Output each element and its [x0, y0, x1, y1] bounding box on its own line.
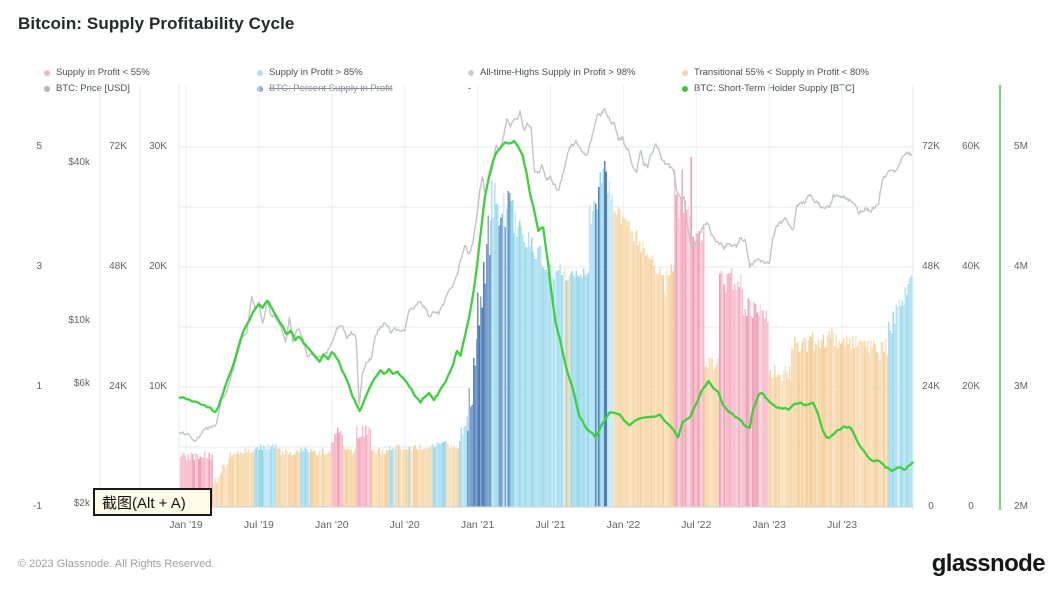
legend-item-1-3[interactable]: BTC: Short-Term Holder Supply [BTC]: [682, 83, 855, 94]
legend-item-label: BTC: Price [USD]: [56, 83, 130, 94]
x-axis-tick: Jul '20: [389, 519, 420, 531]
legend-dot-icon: [468, 69, 474, 76]
legend-item-0-2[interactable]: All-time-Highs Supply in Profit > 98%: [468, 67, 636, 78]
x-axis-tick: Jan '20: [315, 519, 349, 531]
screenshot-tooltip-label: 截图(Alt + A): [102, 494, 186, 512]
legend-item-1-0[interactable]: BTC: Price [USD]: [44, 83, 130, 94]
y-axis-tick-right-72k: 48K: [922, 261, 940, 272]
y-axis-tick-cycle-index: 3: [36, 261, 42, 272]
x-axis-tick: Jan '19: [169, 519, 203, 531]
x-axis-tick: Jul '22: [681, 519, 712, 531]
y-axis-tick-left-30k: 10K: [149, 381, 167, 392]
y-axis-tick-cycle-index: 1: [36, 381, 42, 392]
y-axis-tick-left-72k: 24K: [109, 381, 127, 392]
y-axis-tick-left-72k: 48K: [109, 261, 127, 272]
legend-dot-icon: [257, 85, 263, 92]
legend-item-label: -: [468, 83, 472, 94]
x-axis-tick: Jan '21: [460, 519, 495, 531]
y-axis-tick-cycle-index: -1: [33, 501, 42, 512]
legend-dot-icon: [44, 69, 50, 76]
y-axis-tick-right-60k: 40K: [962, 261, 980, 272]
legend-item-1-2[interactable]: -: [468, 83, 471, 94]
legend-item-label: BTC: Short-Term Holder Supply [BTC]: [694, 83, 855, 94]
glassnode-logo: glassnode: [931, 550, 1046, 577]
y-axis-tick-left-30k: 30K: [149, 141, 167, 152]
y-axis-tick-left-30k: 20K: [149, 261, 167, 272]
legend-dot-icon: [44, 85, 50, 92]
x-axis-tick: Jul '23: [827, 519, 858, 531]
y-axis-tick-left-72k: 72K: [109, 141, 127, 152]
y-axis-tick-sth-supply: 5M: [1014, 141, 1028, 152]
legend-item-label: All-time-Highs Supply in Profit > 98%: [480, 67, 636, 78]
y-axis-tick-btc-price-usd: $40k: [68, 157, 90, 168]
x-axis-tick: Jan '22: [606, 519, 641, 531]
legend-item-0-0[interactable]: Supply in Profit < 55%: [44, 67, 150, 78]
legend-item-0-3[interactable]: Transitional 55% < Supply in Profit < 80…: [682, 67, 869, 78]
legend-item-0-1[interactable]: Supply in Profit > 85%: [257, 67, 363, 78]
y-axis-tick-right-72k: 24K: [922, 381, 940, 392]
y-axis-tick-right-60k: 60K: [962, 141, 980, 152]
x-axis-tick: Jul '19: [243, 519, 274, 531]
legend-item-1-1[interactable]: BTC: Percent Supply in Profit: [257, 83, 393, 94]
y-axis-tick-right-60k: 0: [968, 501, 974, 512]
y-axis-tick-right-72k: 72K: [922, 141, 940, 152]
x-axis-tick: Jan '23: [752, 519, 786, 531]
y-axis-tick-cycle-index: 5: [36, 141, 42, 152]
legend-item-label: Supply in Profit < 55%: [56, 67, 150, 78]
legend-dot-icon: [257, 69, 263, 76]
y-axis-tick-btc-price-usd: $6k: [73, 378, 90, 389]
page-title: Bitcoin: Supply Profitability Cycle: [18, 14, 295, 33]
y-axis-tick-btc-price-usd: $2k: [73, 498, 90, 509]
y-axis-tick-sth-supply: 3M: [1014, 381, 1028, 392]
x-axis-tick: Jul '21: [535, 519, 566, 531]
y-axis-tick-sth-supply: 4M: [1014, 261, 1028, 272]
screenshot-tooltip[interactable]: 截图(Alt + A): [93, 488, 212, 516]
legend-item-label: Transitional 55% < Supply in Profit < 80…: [694, 67, 869, 78]
y-axis-tick-btc-price-usd: $10k: [68, 315, 90, 326]
y-axis-tick-right-72k: 0: [928, 501, 934, 512]
legend-item-label: Supply in Profit > 85%: [269, 67, 363, 78]
y-axis-tick-right-60k: 20K: [962, 381, 980, 392]
legend-item-label: BTC: Percent Supply in Profit: [269, 83, 393, 94]
y-axis-tick-sth-supply: 2M: [1014, 501, 1028, 512]
legend-dot-icon: [682, 69, 688, 76]
copyright-text: © 2023 Glassnode. All Rights Reserved.: [18, 558, 215, 570]
legend-dot-icon: [682, 85, 688, 92]
